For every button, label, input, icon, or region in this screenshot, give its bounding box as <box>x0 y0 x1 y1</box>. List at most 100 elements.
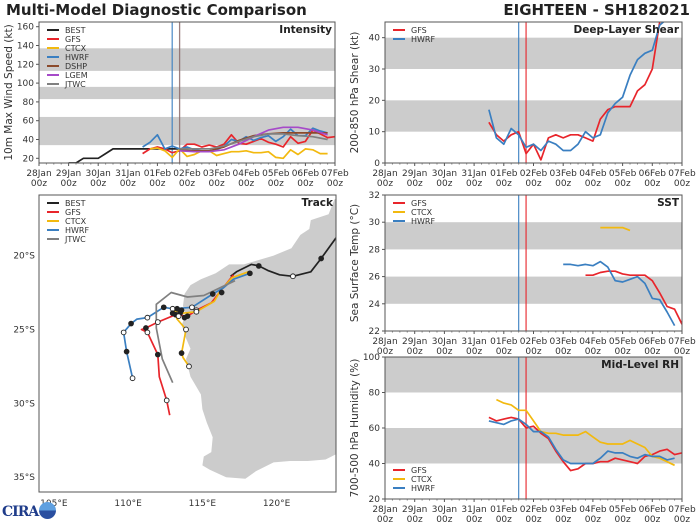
y-tick-label: 40 <box>23 136 35 146</box>
x-tick-label: 28Jan <box>372 505 397 515</box>
x-tick-label: 00z <box>436 515 452 525</box>
x-tick-label: 00z <box>297 179 313 189</box>
x-tick-label: 30Jan <box>86 169 111 179</box>
y-tick-label: 28 <box>369 245 381 255</box>
x-tick-label: 00z <box>466 347 482 357</box>
x-tick-label: 03Feb <box>550 337 578 347</box>
legend-label: JTWC <box>64 235 86 244</box>
rh-chart: 2040608010028Jan00z29Jan00z30Jan00z31Jan… <box>349 353 696 525</box>
x-tick-label: 00z <box>585 347 601 357</box>
track-marker-open <box>189 304 195 311</box>
panel-title: Mid-Level RH <box>601 359 679 371</box>
x-tick-label: 03Feb <box>550 505 578 515</box>
x-tick-label: 29Jan <box>56 169 81 179</box>
x-tick-label: 05Feb <box>609 337 637 347</box>
legend-label: GFS <box>411 466 427 475</box>
x-tick-label: 00z <box>377 179 393 189</box>
x-tick-label: 00z <box>615 515 631 525</box>
x-tick-label: 00z <box>238 179 254 189</box>
x-tick-label: 01Feb <box>144 169 172 179</box>
track-marker-filled <box>123 348 130 355</box>
lon-tick-label: 115°E <box>189 499 217 509</box>
track-marker-open <box>144 329 151 336</box>
track-chart: 105°E 110°E 115°E 120°E 20°S 25°S 30°S 35°S Trac… <box>13 194 337 509</box>
x-tick-label: 00z <box>525 179 541 189</box>
x-tick-label: 29Jan <box>402 169 427 179</box>
x-tick-label: 04Feb <box>579 505 607 515</box>
x-tick-label: 00z <box>615 179 631 189</box>
x-tick-label: 28Jan <box>372 337 397 347</box>
track-series <box>120 237 336 416</box>
lon-tick-label: 110°E <box>114 499 142 509</box>
legend-label: CTCX <box>411 475 433 484</box>
y-axis-label: 700-500 hPa Humidity (%) <box>349 359 361 498</box>
x-tick-label: 00z <box>496 515 512 525</box>
x-tick-label: 06Feb <box>639 505 667 515</box>
track-line-best <box>230 237 336 278</box>
intensity-band <box>39 116 335 146</box>
x-tick-label: 30Jan <box>432 169 457 179</box>
intensity-band <box>39 86 335 100</box>
x-tick-label: 02Feb <box>520 337 548 347</box>
x-tick-label: 29Jan <box>402 337 427 347</box>
lat-tick-label: 35°S <box>13 473 35 483</box>
x-tick-label: 00z <box>436 347 452 357</box>
x-tick-label: 31Jan <box>461 169 486 179</box>
x-tick-label: 00z <box>209 179 225 189</box>
lat-tick-label: 25°S <box>13 325 35 335</box>
page-title: Multi-Model Diagnostic Comparison <box>6 1 307 19</box>
x-tick-label: 00z <box>407 179 423 189</box>
x-tick-label: 06Feb <box>292 169 320 179</box>
map-frame <box>38 194 337 493</box>
legend-label: CTCX <box>65 44 87 53</box>
x-tick-label: 07Feb <box>668 337 696 347</box>
track-marker-filled <box>255 263 262 269</box>
y-tick-label: 60 <box>23 117 35 127</box>
series-line-dshp <box>179 132 328 152</box>
legend-label: DSHP <box>65 62 87 71</box>
legend-label: CTCX <box>65 217 87 226</box>
x-tick-label: 00z <box>674 515 690 525</box>
x-tick-label: 02Feb <box>520 505 548 515</box>
x-tick-label: 05Feb <box>609 169 637 179</box>
x-tick-label: 03Feb <box>203 169 231 179</box>
legend-label: HWRF <box>411 217 435 226</box>
y-tick-label: 20 <box>369 96 381 106</box>
x-tick-label: 04Feb <box>579 337 607 347</box>
y-tick-label: 30 <box>369 218 381 228</box>
x-tick-label: 00z <box>644 179 660 189</box>
australia-landmass <box>181 198 336 479</box>
panel-title: SST <box>657 197 680 209</box>
x-tick-label: 31Jan <box>461 337 486 347</box>
y-tick-label: 100 <box>363 353 380 363</box>
series-line-jtwc <box>179 133 328 150</box>
x-tick-label: 00z <box>466 515 482 525</box>
x-tick-label: 31Jan <box>115 169 140 179</box>
storm-title: EIGHTEEN - SH182021 <box>503 1 690 19</box>
x-tick-label: 00z <box>555 347 571 357</box>
track-marker-open <box>163 397 170 404</box>
y-tick-label: 20 <box>369 495 381 505</box>
track-line-jtwc <box>155 279 236 384</box>
lon-tick-label: 120°E <box>263 499 291 509</box>
legend-label: HWRF <box>411 484 435 493</box>
intensity-band <box>385 357 682 393</box>
x-tick-label: 02Feb <box>520 169 548 179</box>
track-marker-open <box>186 363 192 370</box>
track-marker-open <box>193 308 200 315</box>
y-tick-label: 80 <box>23 98 35 108</box>
series-line-hwrf <box>563 260 676 327</box>
x-tick-label: 30Jan <box>432 337 457 347</box>
x-tick-label: 00z <box>149 179 165 189</box>
x-tick-label: 05Feb <box>262 169 290 179</box>
panel-title: Intensity <box>279 24 332 36</box>
x-tick-label: 00z <box>555 179 571 189</box>
panel-title: Track <box>302 197 334 209</box>
lat-tick-label: 20°S <box>13 252 35 262</box>
intensity-band <box>385 276 682 304</box>
x-tick-label: 30Jan <box>432 505 457 515</box>
y-tick-label: 0 <box>374 159 380 169</box>
